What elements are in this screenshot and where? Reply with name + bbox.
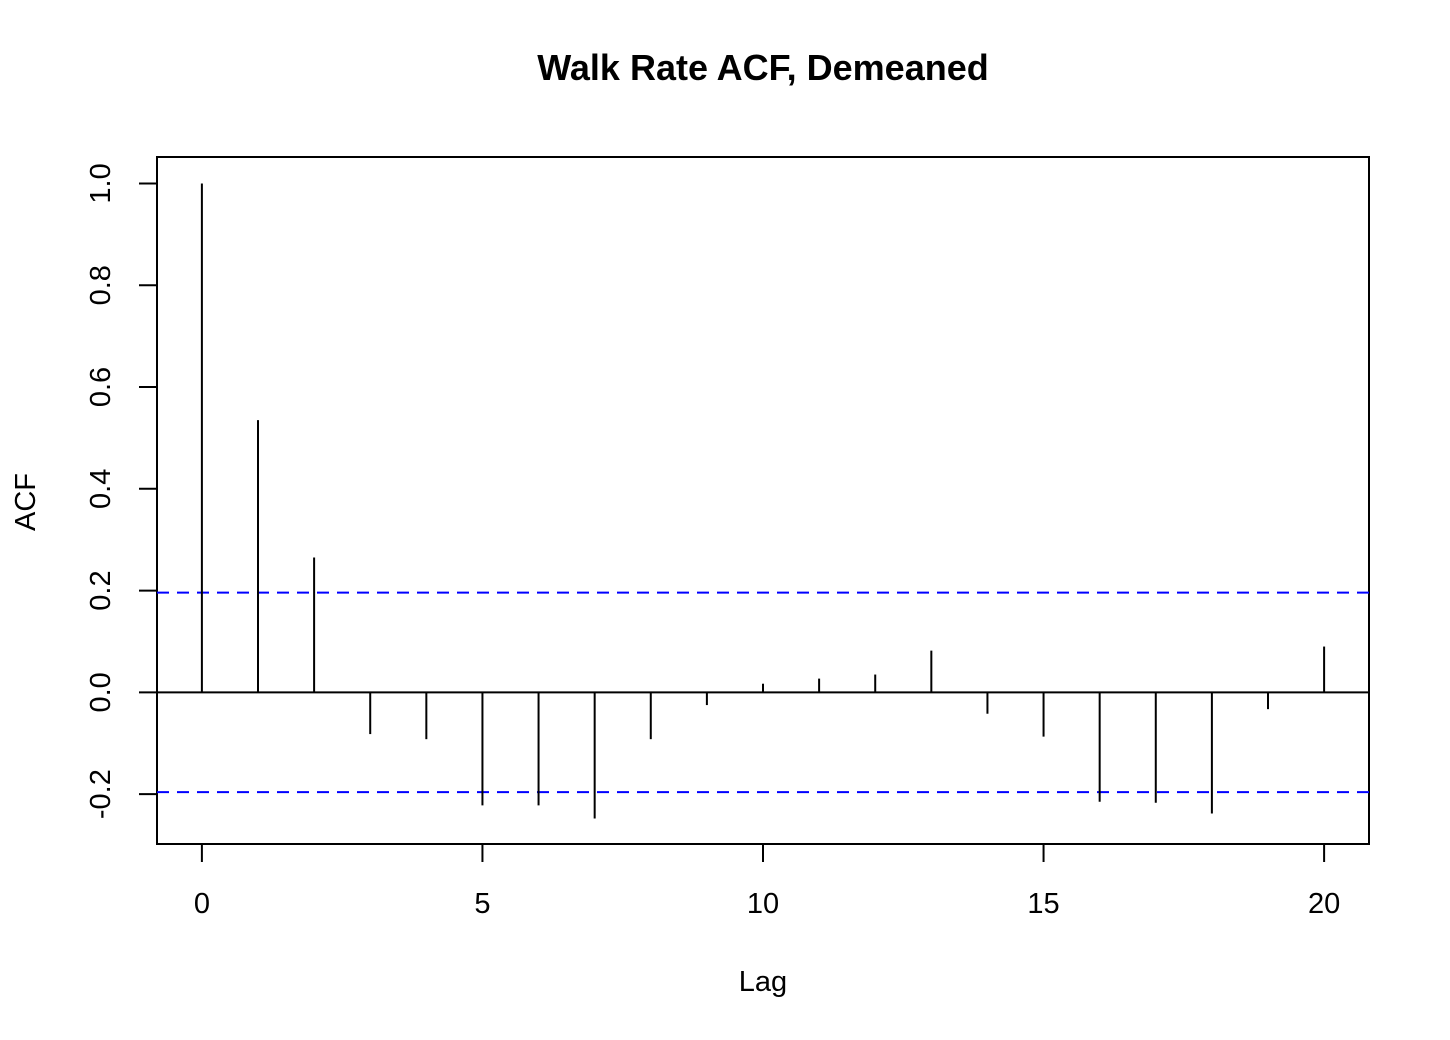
y-tick-label: 0.6 (85, 367, 117, 407)
x-tick-label: 15 (1027, 888, 1059, 920)
x-tick-label: 20 (1308, 888, 1340, 920)
acf-spikes (200, 183, 1326, 819)
y-axis: -0.2 0.0 0.2 0.4 0.6 0.8 1.0 (85, 163, 157, 819)
y-tick-label: 0.8 (85, 265, 117, 305)
x-tick-label: 10 (747, 888, 779, 920)
y-tick-label: 0.2 (85, 570, 117, 610)
y-tick-label: 1.0 (85, 163, 117, 203)
y-tick-label: -0.2 (85, 769, 117, 819)
x-axis-label: Lag (739, 966, 787, 998)
x-tick-label: 0 (194, 888, 210, 920)
y-tick-label: 0.4 (85, 469, 117, 509)
chart-title: Walk Rate ACF, Demeaned (537, 47, 988, 88)
y-tick-label: 0.0 (85, 672, 117, 712)
y-axis-label: ACF (10, 473, 42, 531)
confidence-bounds (157, 591, 1369, 794)
plot-frame (156, 156, 1370, 845)
x-tick-label: 5 (474, 888, 490, 920)
x-axis: 0 5 10 15 20 (194, 844, 1340, 920)
